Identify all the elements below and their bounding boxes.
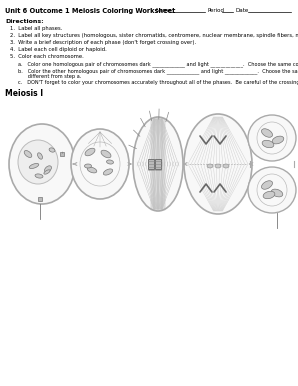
Text: 1.  Label all phases.: 1. Label all phases. (10, 26, 62, 31)
Ellipse shape (107, 160, 114, 164)
Ellipse shape (271, 189, 283, 197)
Text: different from step a.: different from step a. (18, 74, 81, 79)
Text: b.   Color the other homologous pair of chromosomes dark _____________ and light: b. Color the other homologous pair of ch… (18, 68, 298, 74)
Ellipse shape (29, 163, 39, 169)
Ellipse shape (248, 115, 296, 161)
Ellipse shape (49, 148, 55, 152)
Ellipse shape (44, 170, 50, 174)
Ellipse shape (85, 148, 95, 156)
Ellipse shape (101, 150, 111, 158)
Text: 4.  Label each cell diploid or haploid.: 4. Label each cell diploid or haploid. (10, 47, 107, 52)
Ellipse shape (272, 136, 284, 144)
Ellipse shape (24, 151, 32, 157)
Ellipse shape (35, 174, 43, 178)
Bar (148, 159, 154, 169)
Text: Date: Date (236, 8, 249, 13)
Ellipse shape (71, 129, 129, 199)
Bar (60, 152, 64, 156)
Ellipse shape (262, 140, 274, 148)
Text: 2.  Label all key structures (homologous, sister chromatids, centromere, nuclear: 2. Label all key structures (homologous,… (10, 33, 298, 38)
Ellipse shape (103, 169, 113, 175)
Ellipse shape (38, 153, 42, 159)
Ellipse shape (9, 124, 75, 204)
Bar (155, 159, 161, 169)
Ellipse shape (87, 167, 97, 173)
Ellipse shape (18, 140, 58, 184)
Text: i: i (62, 151, 63, 155)
Ellipse shape (215, 164, 221, 168)
Text: Directions:: Directions: (5, 19, 44, 24)
Ellipse shape (223, 164, 229, 168)
Ellipse shape (44, 166, 52, 172)
Ellipse shape (207, 164, 213, 168)
Bar (38, 197, 42, 200)
Text: a.   Color one homologous pair of chromosomes dark _____________ and light _____: a. Color one homologous pair of chromoso… (18, 61, 298, 67)
Ellipse shape (133, 117, 183, 211)
Ellipse shape (85, 164, 91, 168)
Ellipse shape (262, 129, 272, 137)
Text: Period: Period (208, 8, 225, 13)
Text: 3.  Write a brief description of each phase (don't forget crossing over).: 3. Write a brief description of each pha… (10, 40, 196, 45)
Ellipse shape (184, 114, 252, 214)
Text: c.   DON'T forget to color your chromosomes accurately throughout all of the pha: c. DON'T forget to color your chromosome… (18, 80, 298, 85)
Ellipse shape (263, 191, 275, 199)
Text: Unit 6 Outcome 1 Meiosis Coloring Worksheet: Unit 6 Outcome 1 Meiosis Coloring Worksh… (5, 8, 175, 14)
Text: Name: Name (155, 8, 172, 13)
Text: 5.  Color each chromosome.: 5. Color each chromosome. (10, 54, 84, 59)
Ellipse shape (262, 181, 272, 189)
Text: Meiosis I: Meiosis I (5, 89, 43, 98)
Ellipse shape (248, 167, 296, 213)
